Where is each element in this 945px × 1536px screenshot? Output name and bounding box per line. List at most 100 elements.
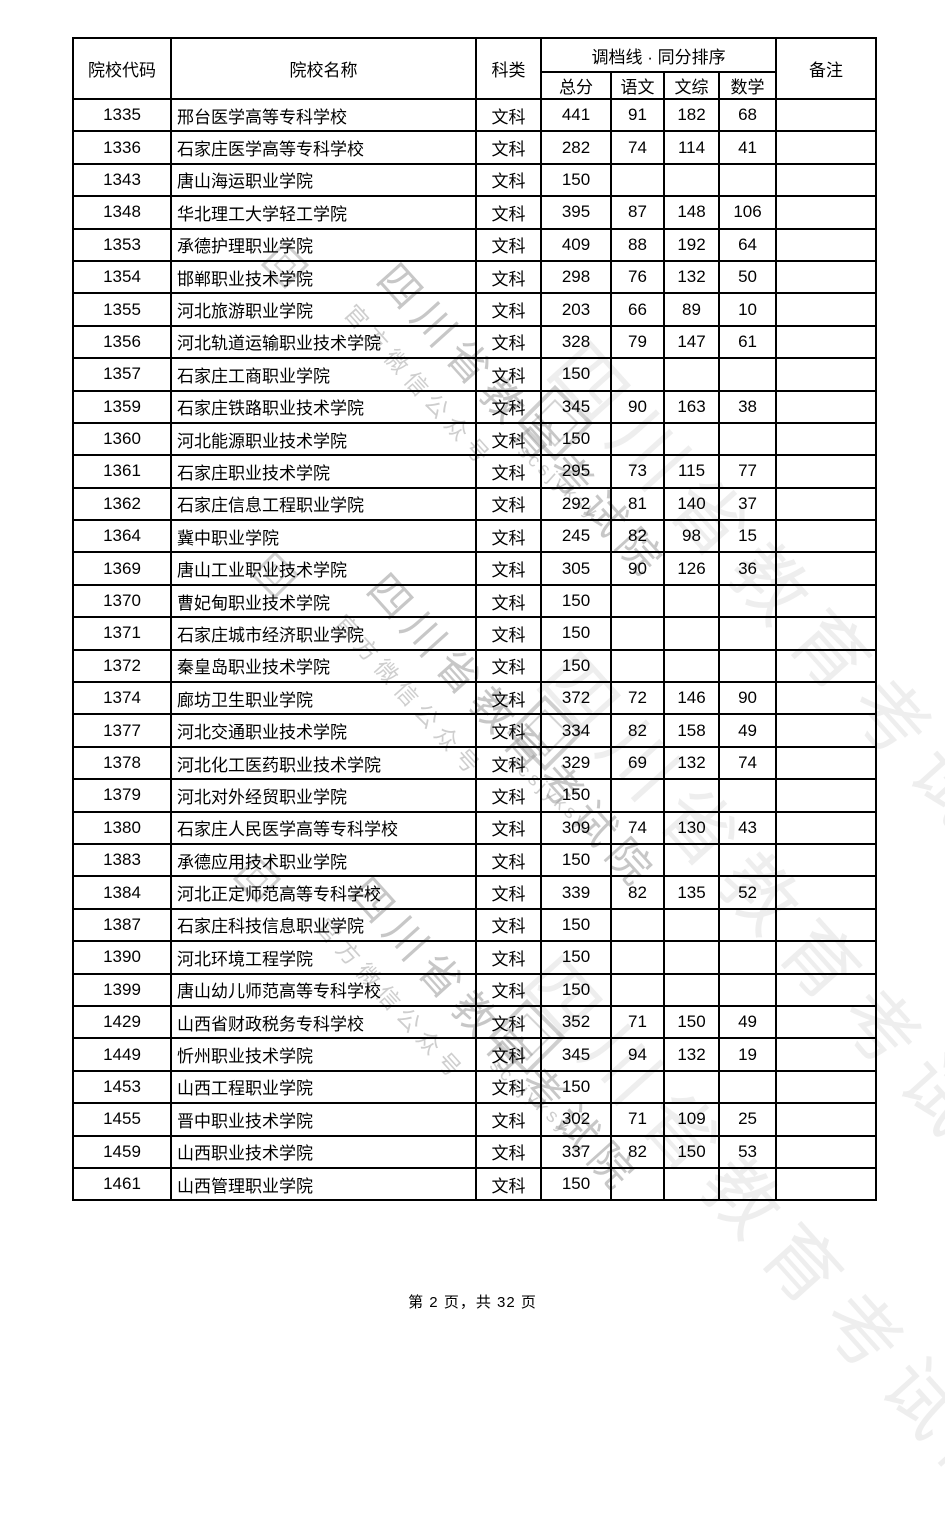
cell-liberal-arts: 182 — [663, 97, 720, 133]
cell-remark — [775, 583, 878, 619]
cell-math: 68 — [717, 97, 778, 133]
cell-total: 203 — [540, 292, 612, 327]
cell-math: 64 — [717, 227, 778, 262]
cell-math: 19 — [717, 1037, 778, 1072]
cell-code: 1384 — [72, 875, 172, 910]
cell-total: 372 — [540, 681, 612, 716]
cell-remark — [775, 519, 878, 554]
cell-liberal-arts — [663, 940, 720, 975]
cell-chinese — [610, 616, 665, 651]
cell-code: 1459 — [72, 1134, 172, 1169]
cell-total: 345 — [540, 389, 612, 424]
cell-math — [717, 648, 778, 684]
cell-chinese: 74 — [610, 810, 665, 845]
cell-code: 1372 — [72, 648, 172, 684]
cell-math: 25 — [717, 1102, 778, 1137]
cell-math: 37 — [717, 486, 778, 522]
table-row: 1449 忻州职业技术学院 文科 345 94 132 19 — [72, 1037, 878, 1072]
cell-name: 山西省财政税务专科学校 — [170, 1004, 477, 1040]
cell-math — [717, 583, 778, 619]
table-row: 1348 华北理工大学轻工学院 文科 395 87 148 106 — [72, 195, 878, 230]
cell-name: 石家庄铁路职业技术学院 — [170, 389, 477, 424]
cell-name: 石家庄人民医学高等专科学校 — [170, 810, 477, 845]
cell-remark — [775, 875, 878, 910]
cell-category: 文科 — [475, 454, 542, 489]
cell-math — [717, 1166, 778, 1202]
cell-name: 邢台医学高等专科学校 — [170, 97, 477, 133]
cell-code: 1429 — [72, 1004, 172, 1040]
cell-name: 邯郸职业技术学院 — [170, 259, 477, 295]
cell-math — [717, 1069, 778, 1105]
table-row: 1377 河北交通职业技术学院 文科 334 82 158 49 — [72, 713, 878, 748]
cell-code: 1387 — [72, 907, 172, 943]
table-row: 1461 山西管理职业学院 文科 150 — [72, 1166, 878, 1202]
cell-liberal-arts: 132 — [663, 259, 720, 295]
cell-chinese: 81 — [610, 486, 665, 522]
cell-total: 345 — [540, 1037, 612, 1072]
cell-code: 1390 — [72, 940, 172, 975]
cell-liberal-arts — [663, 778, 720, 813]
cell-liberal-arts — [663, 162, 720, 198]
table-row: 1361 石家庄职业技术学院 文科 295 73 115 77 — [72, 454, 878, 489]
cell-liberal-arts: 130 — [663, 810, 720, 845]
cell-name: 石家庄职业技术学院 — [170, 454, 477, 489]
cell-chinese: 71 — [610, 1102, 665, 1137]
cell-remark — [775, 357, 878, 392]
column-header-math: 数学 — [717, 71, 778, 100]
cell-chinese — [610, 907, 665, 943]
cell-category: 文科 — [475, 1069, 542, 1105]
cell-total: 309 — [540, 810, 612, 845]
cell-name: 冀中职业学院 — [170, 519, 477, 554]
cell-code: 1380 — [72, 810, 172, 845]
cell-remark — [775, 713, 878, 748]
cell-liberal-arts: 126 — [663, 551, 720, 586]
cell-chinese: 73 — [610, 454, 665, 489]
cell-name: 晋中职业技术学院 — [170, 1102, 477, 1137]
cell-name: 石家庄医学高等专科学校 — [170, 130, 477, 165]
cell-name: 山西工程职业学院 — [170, 1069, 477, 1105]
cell-remark — [775, 162, 878, 198]
cell-name: 廊坊卫生职业学院 — [170, 681, 477, 716]
cell-code: 1379 — [72, 778, 172, 813]
cell-math: 15 — [717, 519, 778, 554]
cell-code: 1453 — [72, 1069, 172, 1105]
cell-chinese: 74 — [610, 130, 665, 165]
cell-category: 文科 — [475, 227, 542, 262]
cell-math — [717, 972, 778, 1007]
table-row: 1378 河北化工医药职业技术学院 文科 329 69 132 74 — [72, 745, 878, 781]
cell-math: 38 — [717, 389, 778, 424]
cell-liberal-arts — [663, 907, 720, 943]
cell-category: 文科 — [475, 130, 542, 165]
cell-remark — [775, 227, 878, 262]
cell-remark — [775, 292, 878, 327]
cell-category: 文科 — [475, 519, 542, 554]
cell-liberal-arts: 135 — [663, 875, 720, 910]
cell-category: 文科 — [475, 421, 542, 457]
cell-remark — [775, 486, 878, 522]
cell-chinese — [610, 1166, 665, 1202]
cell-total: 150 — [540, 907, 612, 943]
cell-code: 1369 — [72, 551, 172, 586]
cell-total: 150 — [540, 357, 612, 392]
cell-category: 文科 — [475, 97, 542, 133]
header-row-1: 院校代码 院校名称 科类 调档线 · 同分排序 备注 — [72, 37, 878, 100]
cell-remark — [775, 1166, 878, 1202]
cell-category: 文科 — [475, 648, 542, 684]
cell-remark — [775, 681, 878, 716]
cell-remark — [775, 1134, 878, 1169]
cell-total: 150 — [540, 1166, 612, 1202]
cell-liberal-arts: 148 — [663, 195, 720, 230]
table-row: 1335 邢台医学高等专科学校 文科 441 91 182 68 — [72, 97, 878, 133]
cell-liberal-arts: 132 — [663, 1037, 720, 1072]
cell-remark — [775, 648, 878, 684]
table-row: 1357 石家庄工商职业学院 文科 150 — [72, 357, 878, 392]
cell-chinese — [610, 972, 665, 1007]
cell-liberal-arts: 98 — [663, 519, 720, 554]
cell-chinese: 91 — [610, 97, 665, 133]
cell-chinese: 66 — [610, 292, 665, 327]
cell-remark — [775, 1102, 878, 1137]
cell-math: 74 — [717, 745, 778, 781]
cell-category: 文科 — [475, 357, 542, 392]
table-row: 1360 河北能源职业技术学院 文科 150 — [72, 421, 878, 457]
cell-code: 1377 — [72, 713, 172, 748]
